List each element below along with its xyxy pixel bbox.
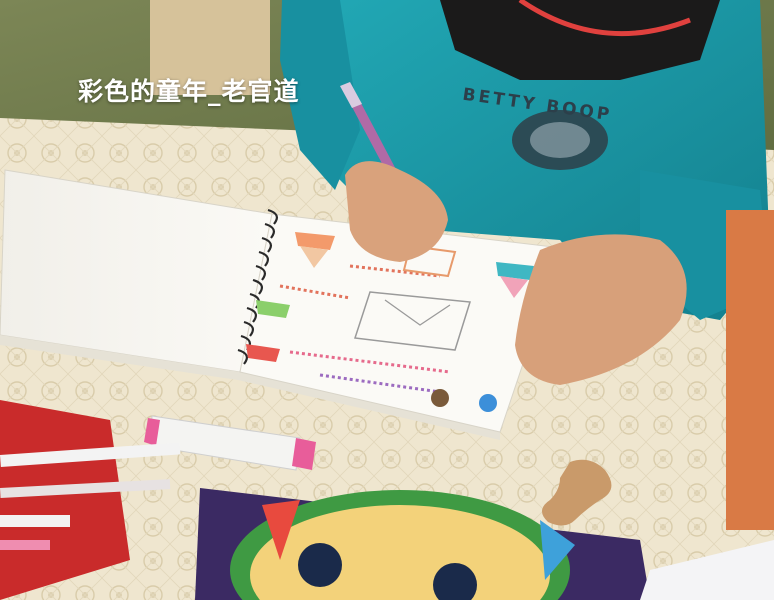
- writing-hand: [345, 161, 448, 262]
- sketchbook-right-page: [239, 213, 563, 433]
- pens-bundle: [0, 442, 181, 550]
- paper-bag: [150, 0, 270, 95]
- resting-hand: [515, 234, 687, 385]
- highlighter: [144, 415, 316, 471]
- wooden-bone-piece: [541, 459, 612, 526]
- white-bag-corner: [640, 540, 774, 600]
- page-drawings: [246, 232, 534, 412]
- spiral-binding: [237, 208, 278, 365]
- headband: [518, 0, 691, 37]
- child-left-sleeve: [280, 0, 360, 190]
- photo-caption: 彩色的童年_老官道: [78, 77, 300, 106]
- pouch-face: [230, 490, 575, 600]
- sketchbook-page-edges: [0, 335, 500, 440]
- child-hair: [440, 0, 720, 80]
- shirt-graphic: [512, 110, 608, 170]
- pen-clip: [340, 82, 362, 108]
- orange-bottle: [726, 210, 774, 530]
